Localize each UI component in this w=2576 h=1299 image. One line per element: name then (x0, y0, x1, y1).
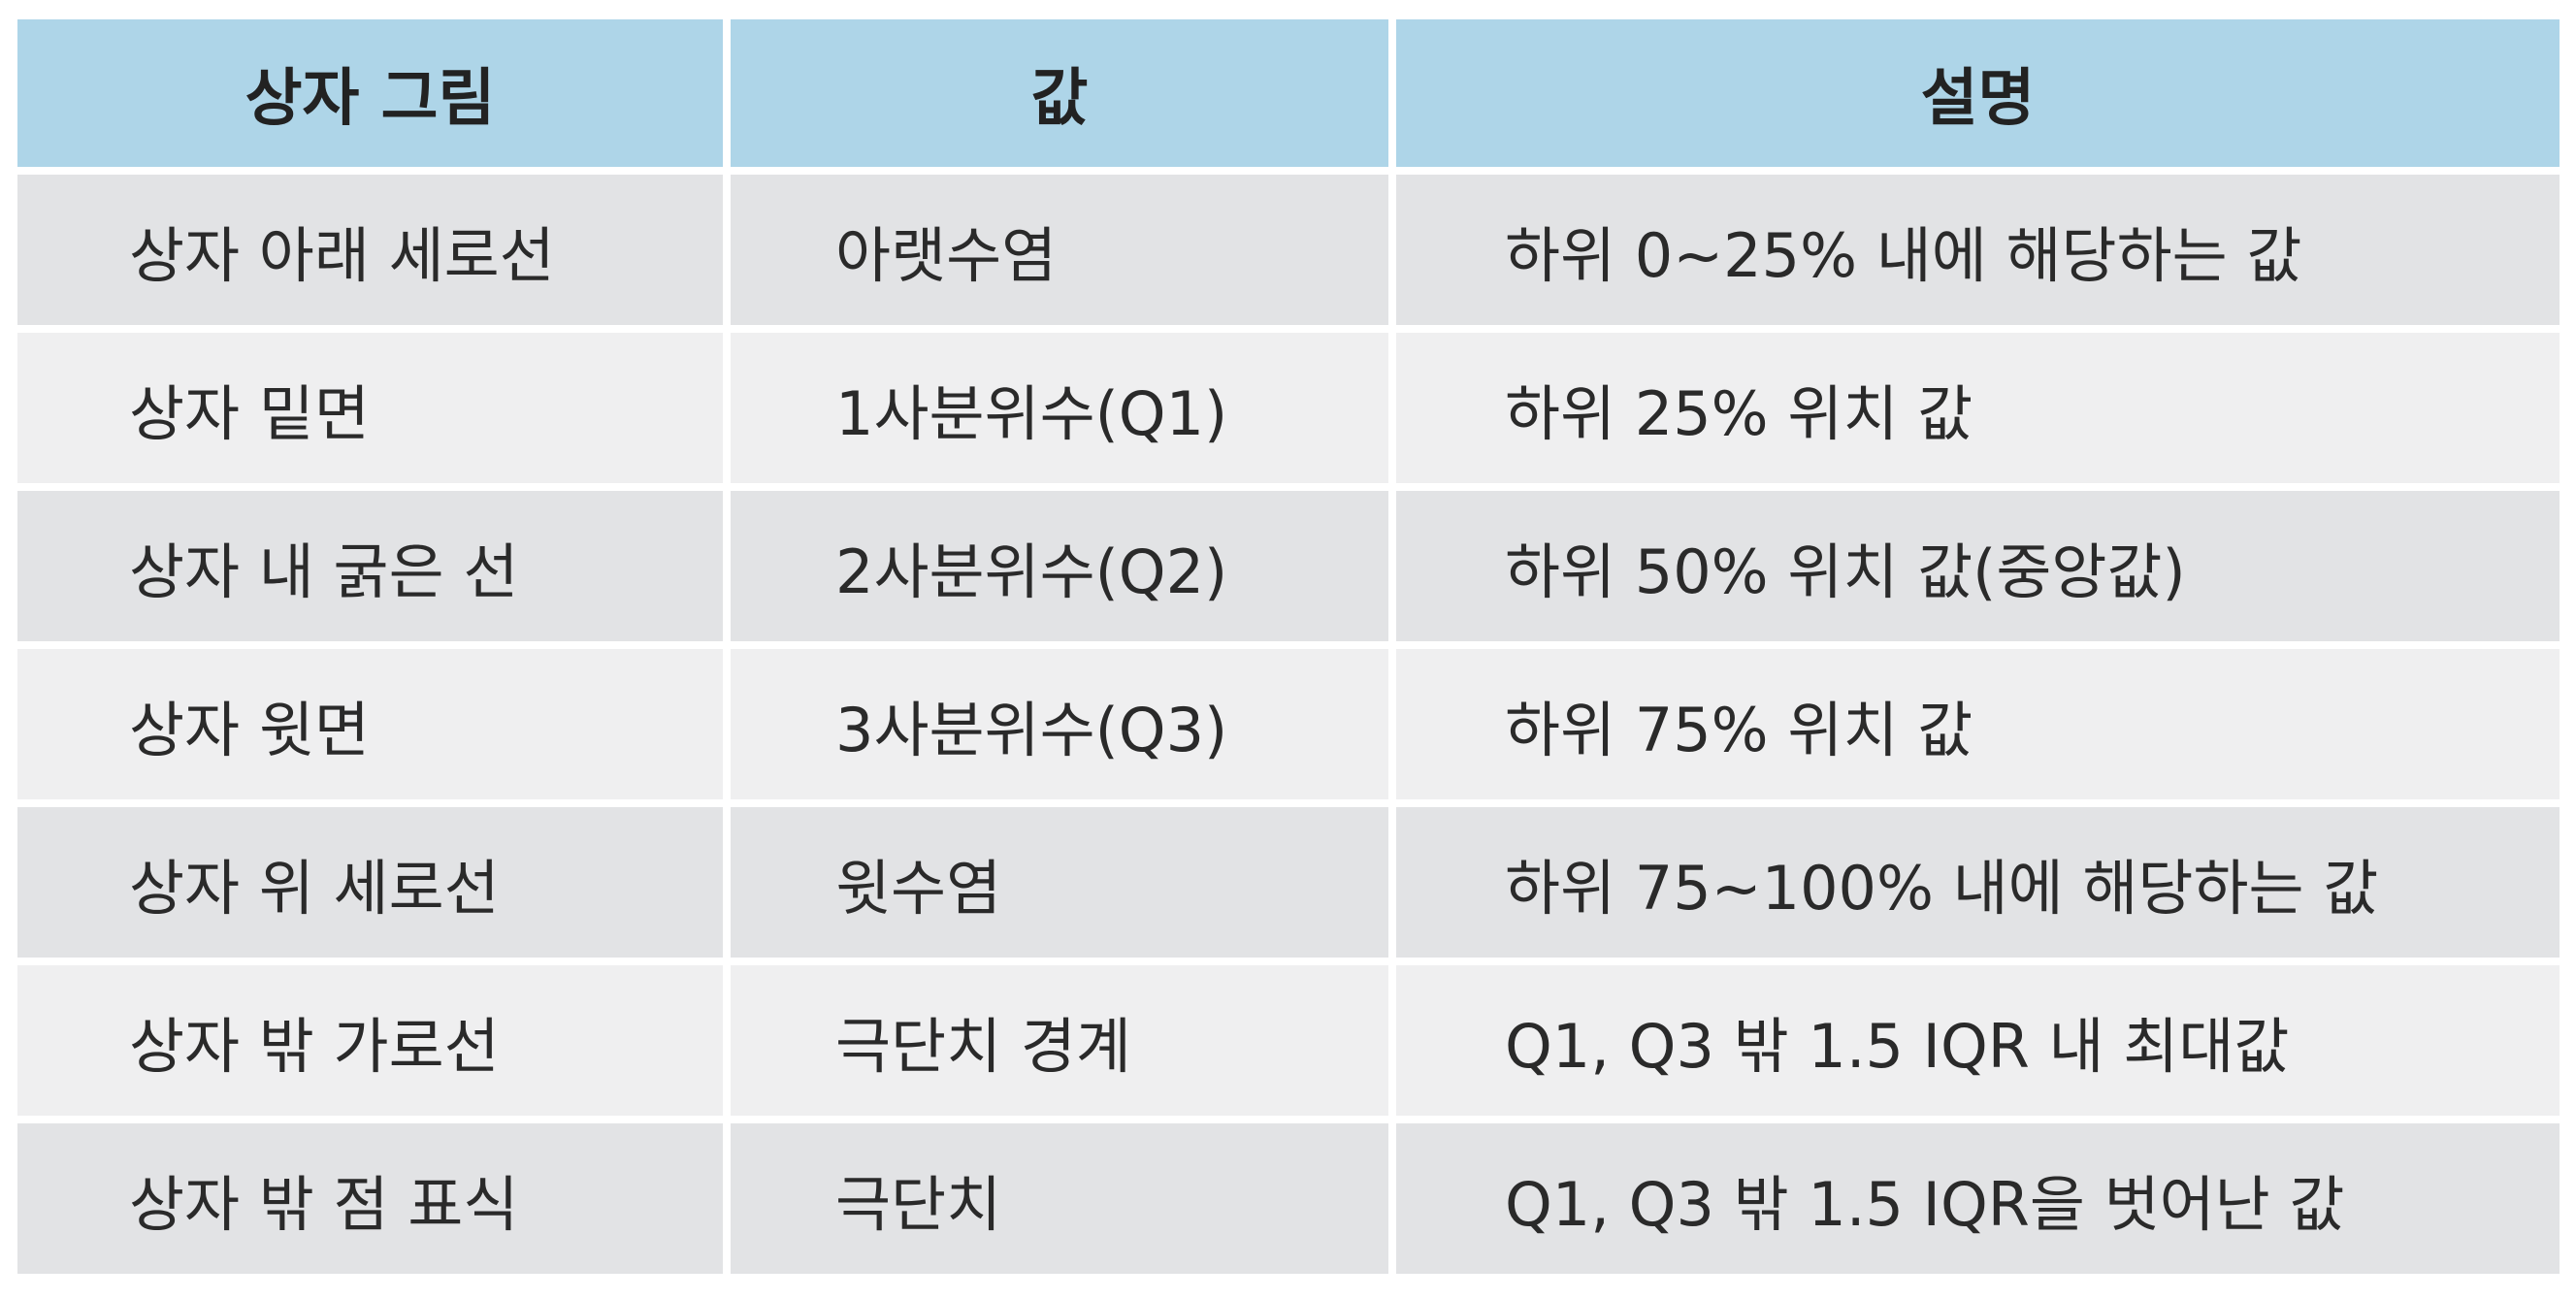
table-body: 상자 아래 세로선 아랫수염 하위 0~25% 내에 해당하는 값 상자 밑면 … (17, 175, 2560, 1274)
cell-description: 하위 50% 위치 값(중앙값) (1388, 491, 2560, 649)
cell-description: 하위 75~100% 내에 해당하는 값 (1388, 807, 2560, 965)
boxplot-legend-table: 상자 그림 값 설명 상자 아래 세로선 아랫수염 하위 0~25% 내에 해당… (17, 19, 2560, 1274)
cell-description: 하위 0~25% 내에 해당하는 값 (1388, 175, 2560, 333)
header-value: 값 (723, 19, 1388, 175)
cell-description: 하위 75% 위치 값 (1388, 649, 2560, 807)
cell-boxplot-part: 상자 밑면 (17, 333, 723, 491)
header-boxplot-part: 상자 그림 (17, 19, 723, 175)
cell-description: Q1, Q3 밖 1.5 IQR 내 최대값 (1388, 965, 2560, 1123)
cell-value: 아랫수염 (723, 175, 1388, 333)
cell-value: 윗수염 (723, 807, 1388, 965)
cell-description: 하위 25% 위치 값 (1388, 333, 2560, 491)
cell-description: Q1, Q3 밖 1.5 IQR을 벗어난 값 (1388, 1123, 2560, 1274)
table-row: 상자 아래 세로선 아랫수염 하위 0~25% 내에 해당하는 값 (17, 175, 2560, 333)
cell-boxplot-part: 상자 윗면 (17, 649, 723, 807)
cell-boxplot-part: 상자 아래 세로선 (17, 175, 723, 333)
cell-value: 극단치 경계 (723, 965, 1388, 1123)
boxplot-table-container: 상자 그림 값 설명 상자 아래 세로선 아랫수염 하위 0~25% 내에 해당… (17, 19, 2560, 1274)
cell-value: 극단치 (723, 1123, 1388, 1274)
header-description: 설명 (1388, 19, 2560, 175)
cell-value: 2사분위수(Q2) (723, 491, 1388, 649)
table-row: 상자 밑면 1사분위수(Q1) 하위 25% 위치 값 (17, 333, 2560, 491)
cell-value: 3사분위수(Q3) (723, 649, 1388, 807)
table-row: 상자 윗면 3사분위수(Q3) 하위 75% 위치 값 (17, 649, 2560, 807)
cell-boxplot-part: 상자 내 굵은 선 (17, 491, 723, 649)
cell-boxplot-part: 상자 위 세로선 (17, 807, 723, 965)
cell-boxplot-part: 상자 밖 가로선 (17, 965, 723, 1123)
table-row: 상자 위 세로선 윗수염 하위 75~100% 내에 해당하는 값 (17, 807, 2560, 965)
table-row: 상자 밖 가로선 극단치 경계 Q1, Q3 밖 1.5 IQR 내 최대값 (17, 965, 2560, 1123)
cell-value: 1사분위수(Q1) (723, 333, 1388, 491)
table-header: 상자 그림 값 설명 (17, 19, 2560, 175)
header-row: 상자 그림 값 설명 (17, 19, 2560, 175)
table-row: 상자 밖 점 표식 극단치 Q1, Q3 밖 1.5 IQR을 벗어난 값 (17, 1123, 2560, 1274)
table-row: 상자 내 굵은 선 2사분위수(Q2) 하위 50% 위치 값(중앙값) (17, 491, 2560, 649)
cell-boxplot-part: 상자 밖 점 표식 (17, 1123, 723, 1274)
